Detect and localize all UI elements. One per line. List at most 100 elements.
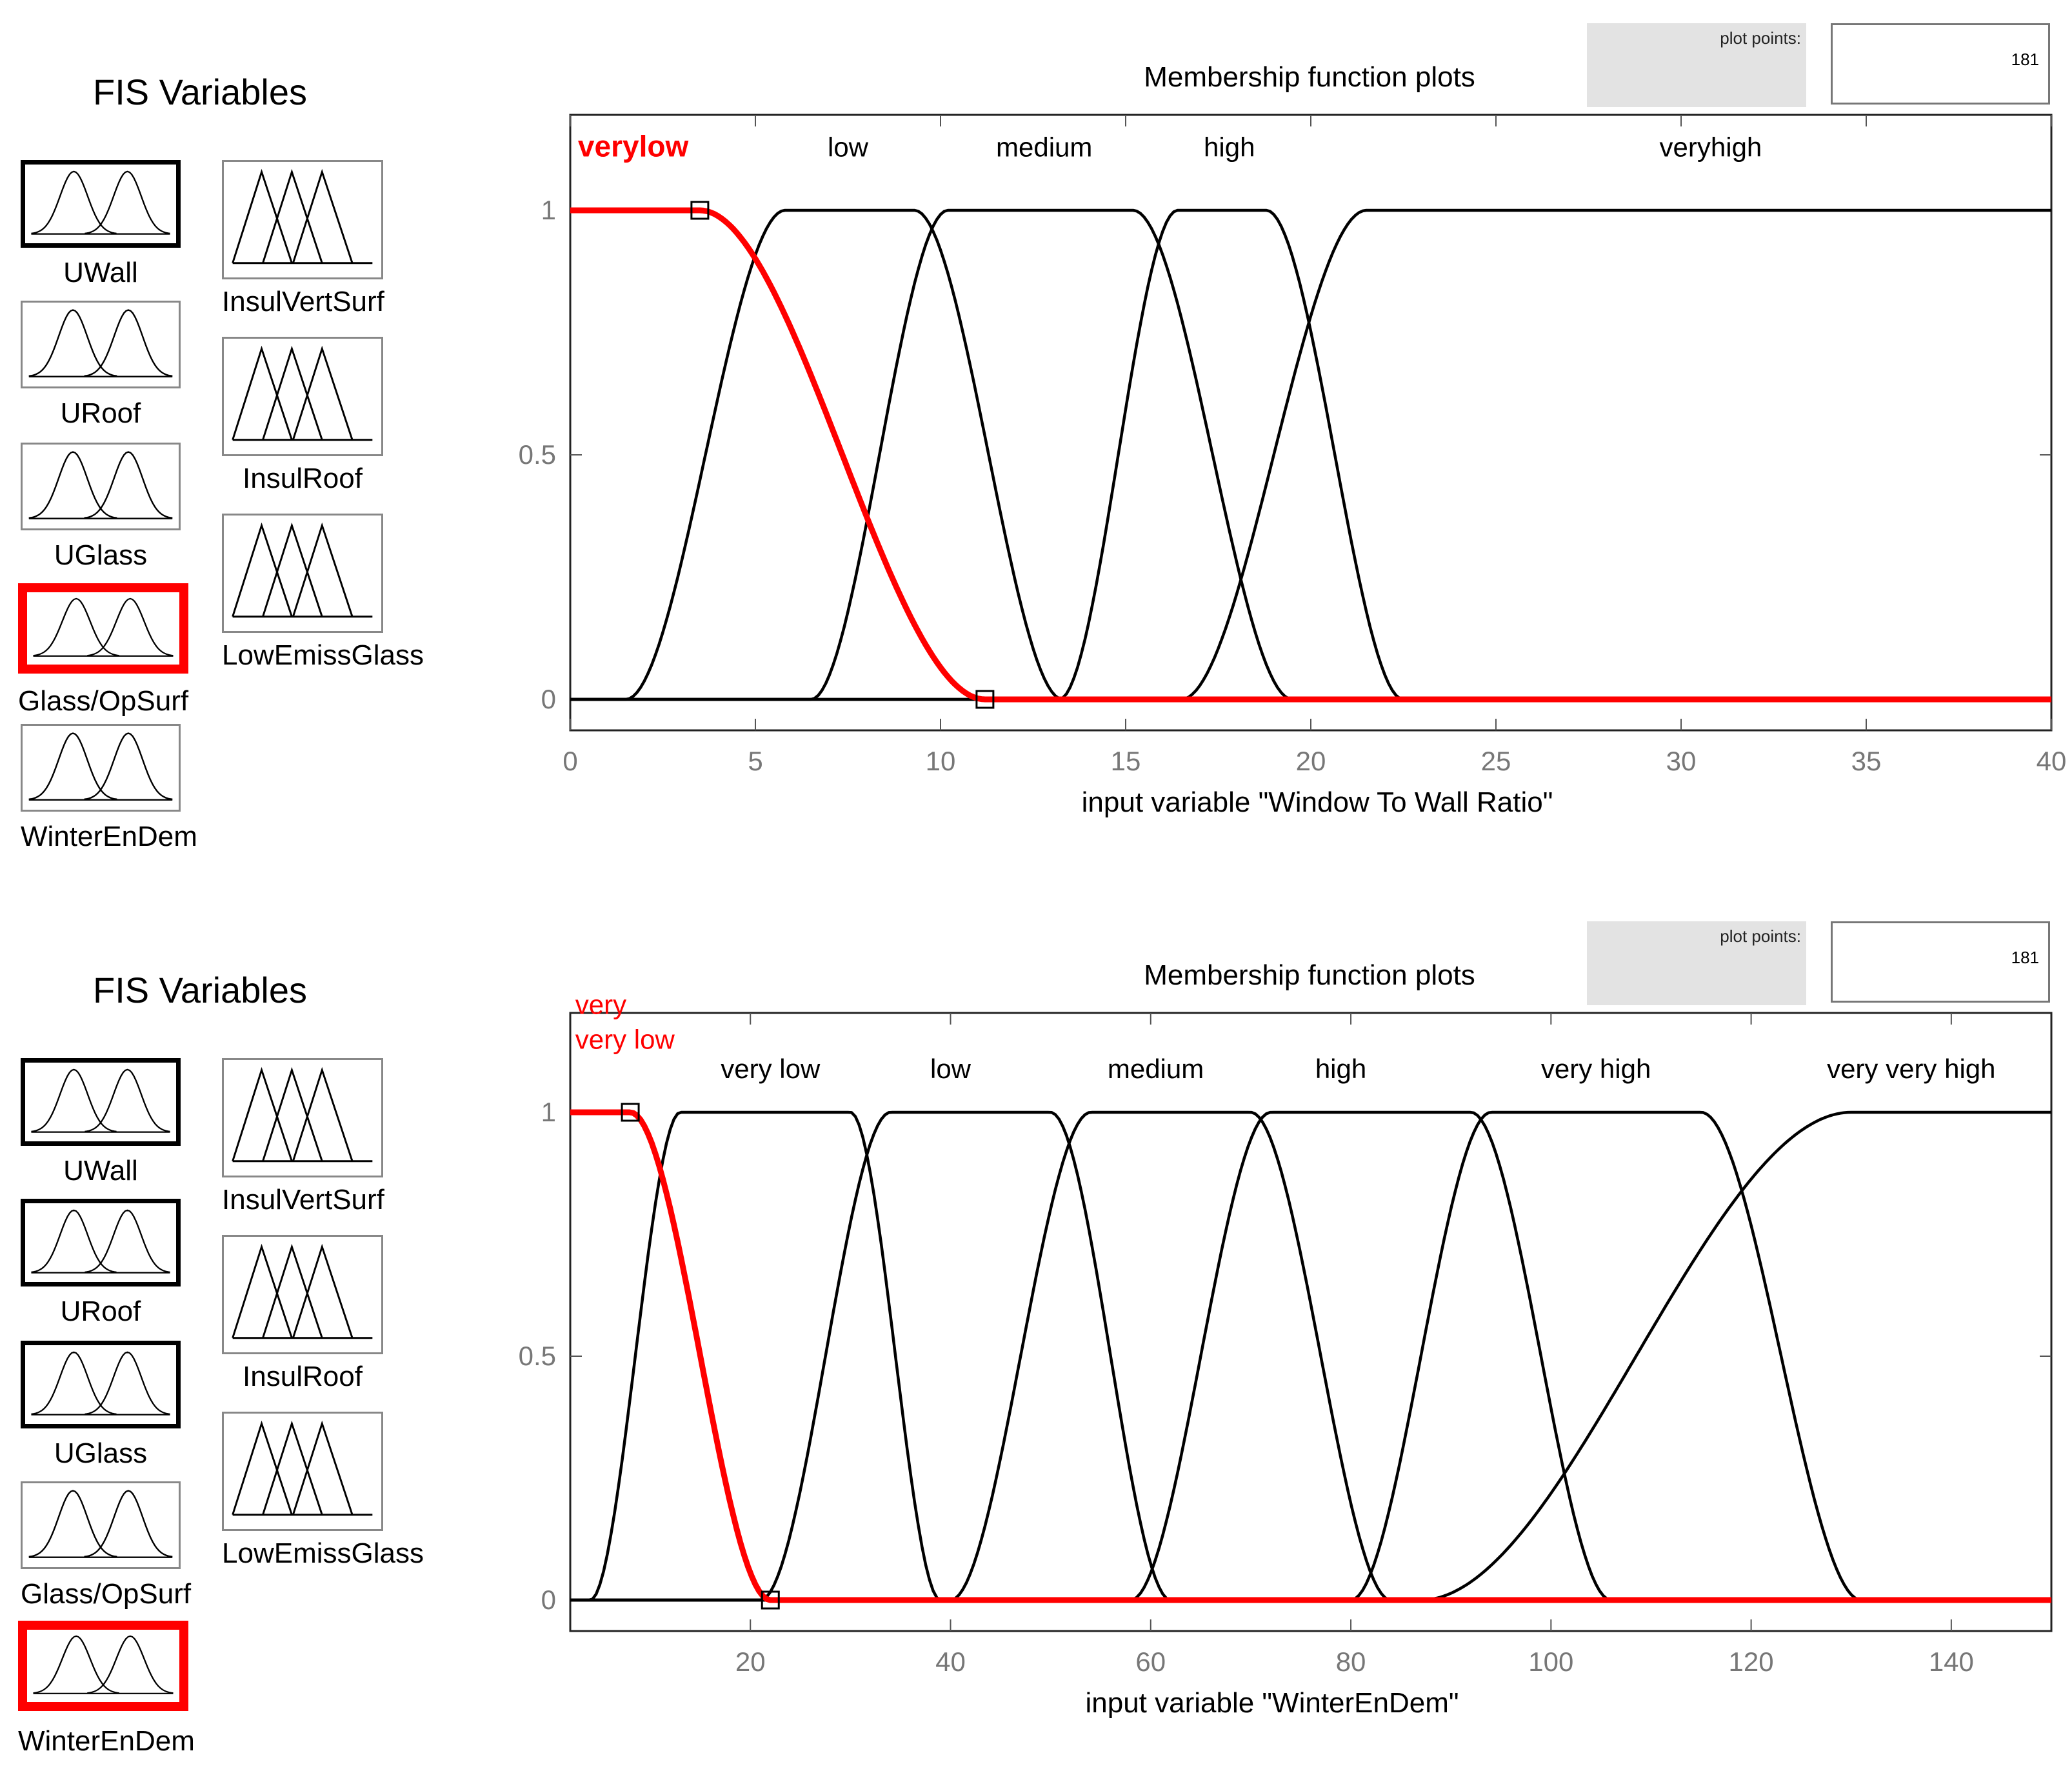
membership-function-chart[interactable]: 20 40 60 80 100 120 140 0 0.5 1 input variable "Wi…: [0, 898, 2072, 1782]
var-box-uwall[interactable]: [21, 160, 181, 248]
fis-editor-panel-1: FIS Variables UWall URoof UGlass Glass/O…: [0, 0, 2072, 884]
gaussian-mf-icon: [31, 1209, 170, 1274]
x-tick-label: 80: [1336, 1647, 1366, 1677]
var-box-uroof[interactable]: [21, 301, 181, 388]
mf-label-medium: medium: [1108, 1054, 1204, 1084]
gaussian-mf-icon: [28, 451, 173, 519]
var-box-insulroof[interactable]: [222, 337, 383, 456]
gaussian-mf-icon: [31, 1068, 170, 1133]
plot-points-label: plot points:: [1720, 28, 1801, 48]
triangular-mf-icon: [232, 168, 373, 265]
x-tick-label: 60: [1135, 1647, 1166, 1677]
var-label-insulroof: InsulRoof: [243, 463, 363, 494]
mf-label-low: low: [828, 132, 869, 163]
var-label-winterendem: WinterEnDem: [18, 1725, 195, 1757]
mf-label-medium: medium: [996, 132, 1092, 163]
var-label-uroof: URoof: [60, 1296, 141, 1327]
var-box-lowemissglass[interactable]: [222, 514, 383, 633]
mf-label-very-very-low: very: [575, 990, 626, 1020]
x-tick-label: 140: [1929, 1647, 1974, 1677]
triangular-mf-icon: [232, 345, 373, 441]
plot-frame: [569, 114, 2053, 732]
x-tick-label: 40: [2037, 746, 2067, 776]
mf-label-very-very-high: very very high: [1827, 1054, 1995, 1084]
gaussian-mf-icon: [28, 732, 173, 801]
triangular-mf-icon: [232, 522, 373, 618]
var-label-glass-opsurf: Glass/OpSurf: [21, 1578, 192, 1610]
var-label-winterendem: WinterEnDem: [21, 821, 197, 852]
var-label-uwall: UWall: [63, 257, 138, 288]
gaussian-mf-icon: [31, 170, 170, 235]
x-axis-label: input variable "WinterEnDem": [1085, 1687, 1459, 1719]
x-tick-label: 100: [1528, 1647, 1573, 1677]
membership-function-chart[interactable]: 0 5 10 15 20 25 30 35 40 0 0.5 1 input variable "Win…: [0, 0, 2072, 884]
mf-label-low: low: [930, 1054, 971, 1084]
gaussian-mf-icon: [28, 1490, 173, 1558]
fis-variables-title: FIS Variables: [93, 72, 307, 112]
gaussian-mf-icon: [33, 597, 174, 657]
var-box-uroof[interactable]: [21, 1199, 181, 1286]
plot-points-input[interactable]: 181: [1831, 921, 2050, 1003]
mf-curve-very-very-low[interactable]: [570, 1109, 2051, 1603]
mf-label-high: high: [1204, 132, 1255, 163]
var-box-uglass[interactable]: [21, 1341, 181, 1428]
mf-drag-handle[interactable]: [621, 1103, 640, 1122]
mf-drag-handle[interactable]: [690, 201, 710, 220]
y-tick-label: 1: [541, 1097, 556, 1127]
gaussian-mf-icon: [28, 309, 173, 377]
plot-points-input[interactable]: 181: [1831, 23, 2050, 105]
var-box-uwall[interactable]: [21, 1058, 181, 1146]
var-box-glass-opsurf[interactable]: [18, 583, 188, 674]
mf-label-very-high: very high: [1541, 1054, 1651, 1084]
x-axis-label: input variable "Window To Wall Ratio": [1082, 786, 1553, 818]
x-tick-label: 20: [735, 1647, 766, 1677]
y-tick-label: 0: [541, 684, 556, 714]
var-box-winterendem[interactable]: [21, 724, 181, 812]
x-tick-label: 40: [935, 1647, 966, 1677]
x-tick-label: 25: [1481, 746, 1511, 776]
plot-points-label: plot points:: [1720, 926, 1801, 946]
x-tick-label: 0: [563, 746, 577, 776]
mf-curve-verylow[interactable]: [570, 207, 2051, 703]
mf-drag-handle[interactable]: [975, 690, 995, 709]
plot-points-label-box: plot points:: [1587, 23, 1806, 107]
triangular-mf-icon: [232, 1243, 373, 1339]
var-box-glass-opsurf[interactable]: [21, 1481, 181, 1569]
var-box-lowemissglass[interactable]: [222, 1412, 383, 1531]
mf-label-veryhigh: veryhigh: [1660, 132, 1762, 163]
mf-label-very-very-low: very low: [575, 1025, 675, 1055]
x-tick-label: 20: [1296, 746, 1326, 776]
x-tick-label: 35: [1851, 746, 1882, 776]
var-box-insulvertsurf[interactable]: [222, 1058, 383, 1177]
membership-plot-title: Membership function plots: [1144, 959, 1475, 991]
var-label-uwall: UWall: [63, 1155, 138, 1186]
var-box-winterendem[interactable]: [18, 1621, 188, 1711]
triangular-mf-icon: [232, 1420, 373, 1516]
var-box-insulvertsurf[interactable]: [222, 160, 383, 279]
plot-points-label-box: plot points:: [1587, 921, 1806, 1005]
membership-plot-title: Membership function plots: [1144, 61, 1475, 93]
var-label-uglass: UGlass: [54, 1437, 148, 1469]
var-box-uglass[interactable]: [21, 443, 181, 530]
mf-drag-handle[interactable]: [761, 1590, 780, 1610]
var-label-uglass: UGlass: [54, 539, 148, 571]
mf-label-verylow: verylow: [578, 130, 689, 163]
var-label-uroof: URoof: [60, 397, 141, 429]
x-tick-label: 5: [748, 746, 762, 776]
var-box-insulroof[interactable]: [222, 1235, 383, 1354]
gaussian-mf-icon: [33, 1635, 174, 1694]
y-tick-label: 1: [541, 195, 556, 225]
fis-variables-title: FIS Variables: [93, 970, 307, 1010]
y-tick-label: 0: [541, 1585, 556, 1615]
var-label-insulvertsurf: InsulVertSurf: [222, 286, 384, 317]
triangular-mf-icon: [232, 1066, 373, 1163]
var-label-insulroof: InsulRoof: [243, 1361, 363, 1392]
mf-curve-veryhigh[interactable]: [570, 208, 2051, 701]
gaussian-mf-icon: [31, 1351, 170, 1416]
fis-editor-panel-2: FIS Variables UWall URoof UGlass Glass/O…: [0, 898, 2072, 1782]
mf-label-very-low: very low: [721, 1054, 821, 1084]
plot-frame: [569, 1012, 2053, 1632]
y-tick-label: 0.5: [519, 439, 556, 470]
y-tick-label: 0.5: [519, 1341, 556, 1371]
x-tick-label: 120: [1729, 1647, 1774, 1677]
